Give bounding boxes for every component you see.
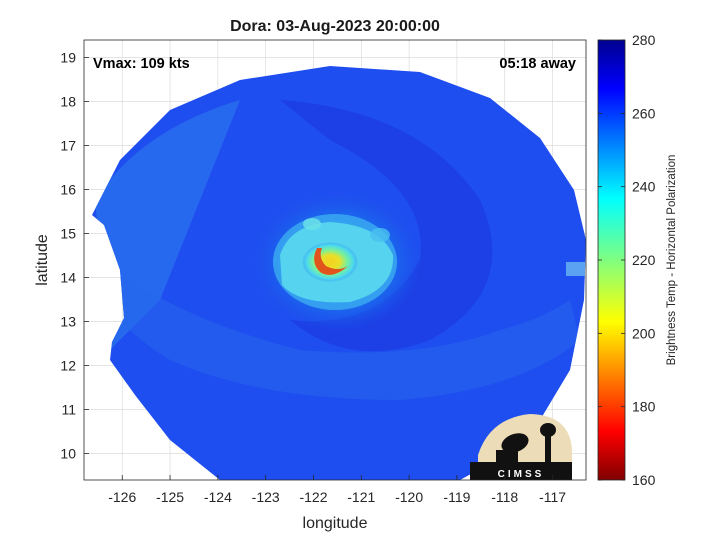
y-tick-label: 15 — [60, 226, 76, 242]
y-tick-label: 17 — [60, 138, 76, 154]
rainband-spot-east — [370, 228, 390, 242]
x-tick-label: -121 — [347, 489, 375, 505]
axis-ticks: -126 -125 -124 -123 -122 -121 -120 -119 -118 -117… — [60, 50, 566, 505]
y-axis-label: latitude — [34, 234, 51, 286]
logo-text: CIMSS — [498, 469, 545, 480]
cimss-logo: CIMSS — [470, 414, 572, 480]
swath-dark-spiral — [280, 100, 493, 352]
colorbar — [597, 39, 626, 481]
colorbar-tick-label: 280 — [632, 32, 656, 48]
colorbar-tick-label: 240 — [632, 179, 656, 195]
y-tick-label: 13 — [60, 314, 76, 330]
x-tick-label: -118 — [491, 489, 518, 505]
colorbar-tick-label: 260 — [632, 105, 656, 121]
colorbar-tick-label: 200 — [632, 325, 656, 341]
y-tick-label: 19 — [60, 50, 76, 66]
y-tick-label: 18 — [60, 94, 76, 110]
x-tick-label: -119 — [443, 489, 470, 505]
y-tick-label: 14 — [60, 270, 76, 286]
colorbar-label: Brightness Temp - Horizontal Polarizatio… — [666, 155, 678, 366]
x-tick-label: -123 — [252, 489, 280, 505]
x-tick-label: -117 — [539, 489, 566, 505]
eyewall-core — [302, 242, 358, 282]
colorbar-ticks: 160 180 200 220 240 260 280 — [598, 32, 656, 488]
eyewall-hot-arc — [314, 248, 348, 275]
axes-frame — [83, 39, 587, 481]
swath-south-band — [100, 260, 580, 400]
colorbar-tick-label: 180 — [632, 399, 656, 415]
y-tick-label: 11 — [61, 402, 76, 418]
x-tick-label: -120 — [395, 489, 423, 505]
rainband-spot — [303, 218, 321, 230]
y-tick-label: 12 — [60, 358, 76, 374]
chart-title: Dora: 03-Aug-2023 20:00:00 — [230, 18, 440, 35]
y-tick-label: 10 — [60, 446, 76, 462]
x-tick-label: -124 — [204, 489, 232, 505]
x-axis-label: longitude — [303, 515, 368, 532]
swath-edge-patch — [566, 262, 586, 276]
vmax-annotation: Vmax: 109 kts — [93, 56, 190, 72]
time-away-annotation: 05:18 away — [499, 56, 576, 72]
colorbar-tick-label: 220 — [632, 252, 656, 268]
brightness-temp-image — [92, 66, 586, 480]
colorbar-tick-label: 160 — [632, 472, 656, 488]
y-tick-label: 16 — [60, 182, 76, 198]
x-tick-label: -125 — [156, 489, 184, 505]
x-tick-label: -126 — [108, 489, 136, 505]
x-tick-label: -122 — [299, 489, 327, 505]
